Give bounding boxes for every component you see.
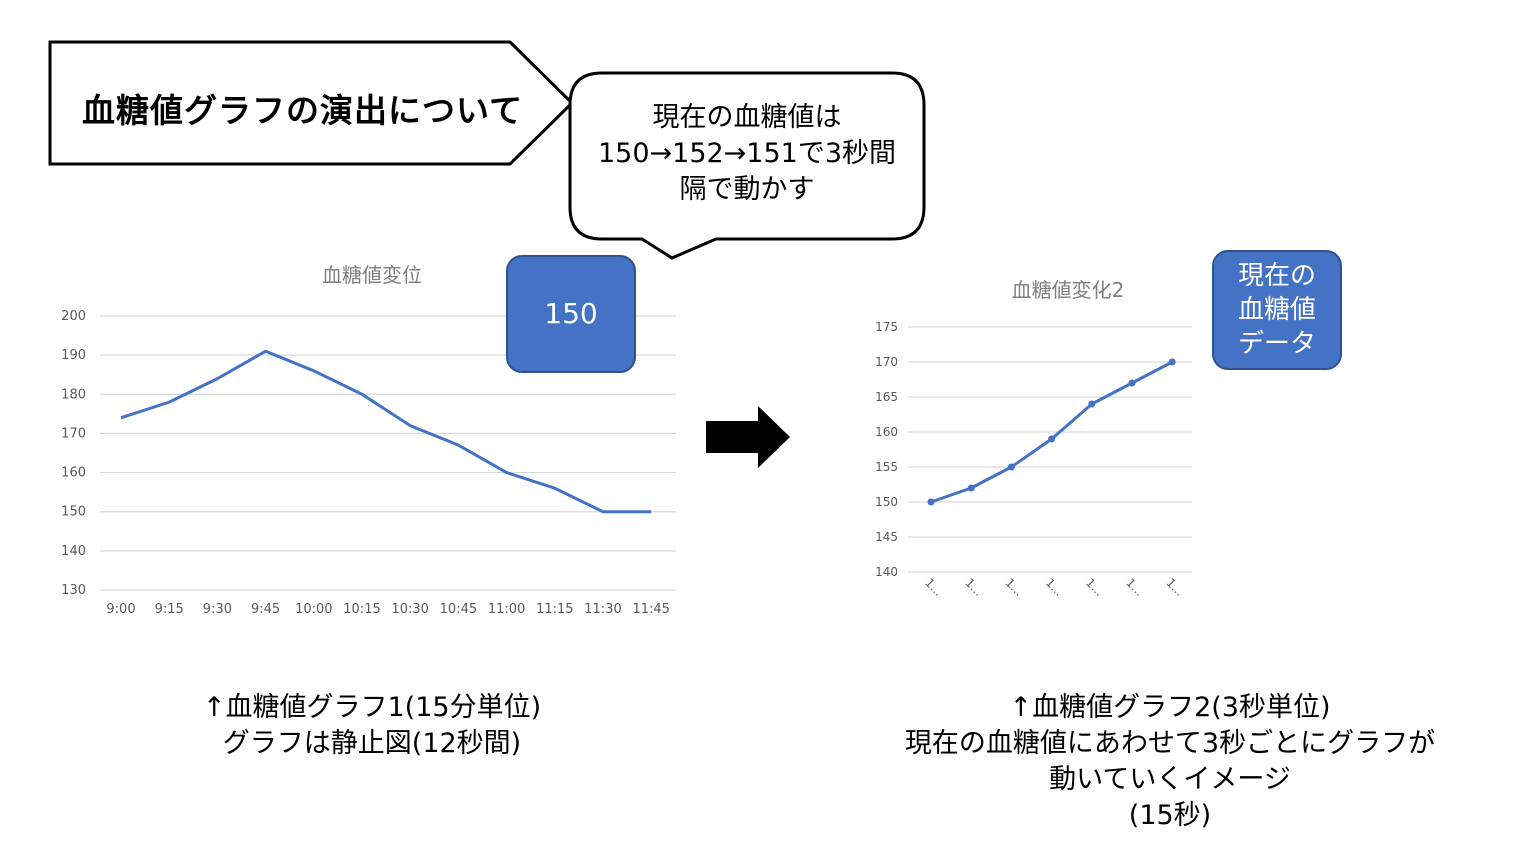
chart-title: 血糖値変位: [322, 263, 422, 287]
data-point: [1048, 435, 1056, 443]
x-tick-label: 9:30: [203, 602, 232, 617]
x-tick-label: 9:15: [155, 602, 184, 617]
data-point: [1088, 400, 1096, 408]
y-tick-label: 165: [875, 390, 898, 404]
caption-line: 現在の血糖値にあわせて3秒ごとにグラフが: [904, 728, 1436, 759]
y-tick-label: 140: [61, 544, 86, 559]
x-tick-label: 1...: [1043, 575, 1066, 598]
data-point: [927, 498, 935, 506]
title-banner: [48, 40, 575, 166]
x-tick-label: 1...: [1163, 575, 1186, 598]
caption-line: ↑血糖値グラフ2(3秒単位): [1009, 692, 1331, 723]
y-tick-label: 160: [61, 466, 86, 481]
data-point: [1168, 358, 1176, 366]
caption-line: (15秒): [1128, 800, 1212, 831]
speech-bubble: [568, 71, 926, 260]
current-value-badge: 150: [506, 255, 636, 373]
y-tick-label: 180: [61, 387, 86, 402]
caption-line: グラフは静止図(12秒間): [222, 728, 522, 759]
page-title: 血糖値グラフの演出について: [82, 91, 524, 130]
y-tick-label: 175: [875, 320, 898, 334]
x-tick-label: 9:45: [251, 602, 280, 617]
x-tick-label: 11:00: [488, 602, 525, 617]
x-tick-label: 1...: [1003, 575, 1026, 598]
bubble-line: 隔で動かす: [679, 174, 815, 205]
x-tick-label: 9:00: [106, 602, 135, 617]
bubble-line: 現在の血糖値は: [652, 102, 842, 133]
x-tick-label: 11:30: [584, 602, 621, 617]
y-tick-label: 170: [875, 355, 898, 369]
y-tick-label: 145: [875, 530, 898, 544]
chart-title: 血糖値変化2: [1012, 278, 1125, 302]
x-tick-label: 10:45: [440, 602, 477, 617]
y-tick-label: 160: [875, 425, 898, 439]
y-tick-label: 140: [875, 565, 898, 579]
badge-line: データ: [1237, 329, 1316, 359]
bubble-line: 150→152→151で3秒間: [597, 138, 897, 169]
caption-left: ↑血糖値グラフ1(15分単位) グラフは静止図(12秒間): [122, 690, 622, 762]
speech-bubble-text: 現在の血糖値は 150→152→151で3秒間 隔で動かす: [572, 100, 922, 208]
caption-line: 動いていくイメージ: [1049, 764, 1291, 795]
x-tick-label: 1...: [922, 575, 945, 598]
series-line: [120, 349, 652, 514]
x-tick-label: 11:45: [632, 602, 669, 617]
x-tick-label: 10:30: [391, 602, 428, 617]
y-tick-label: 130: [61, 583, 86, 598]
current-data-badge: 現在の 血糖値 データ: [1212, 250, 1342, 370]
x-tick-label: 1...: [1123, 575, 1146, 598]
badge-line: 血糖値: [1237, 295, 1316, 325]
right-arrow-icon: [706, 406, 790, 468]
x-tick-label: 1...: [1083, 575, 1106, 598]
y-tick-label: 150: [61, 505, 86, 520]
caption-line: ↑血糖値グラフ1(15分単位): [202, 692, 542, 723]
data-point: [1128, 379, 1136, 387]
x-tick-label: 1...: [962, 575, 985, 598]
y-tick-label: 190: [61, 348, 86, 363]
y-tick-label: 150: [875, 495, 898, 509]
x-tick-label: 10:00: [295, 602, 332, 617]
y-tick-label: 170: [61, 426, 86, 441]
y-tick-label: 155: [875, 460, 898, 474]
x-tick-label: 10:15: [343, 602, 380, 617]
badge-line: 現在の: [1237, 261, 1316, 291]
x-tick-label: 11:15: [536, 602, 573, 617]
caption-right: ↑血糖値グラフ2(3秒単位) 現在の血糖値にあわせて3秒ごとにグラフが 動いてい…: [860, 690, 1480, 834]
data-point: [967, 484, 975, 492]
y-tick-label: 200: [61, 309, 86, 324]
data-point: [1007, 463, 1015, 471]
